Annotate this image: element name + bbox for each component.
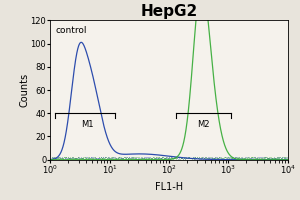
Title: HepG2: HepG2 (140, 4, 198, 19)
Text: control: control (55, 26, 87, 35)
Y-axis label: Counts: Counts (19, 73, 29, 107)
Text: M1: M1 (82, 120, 94, 129)
Text: M2: M2 (198, 120, 210, 129)
X-axis label: FL1-H: FL1-H (155, 182, 183, 192)
